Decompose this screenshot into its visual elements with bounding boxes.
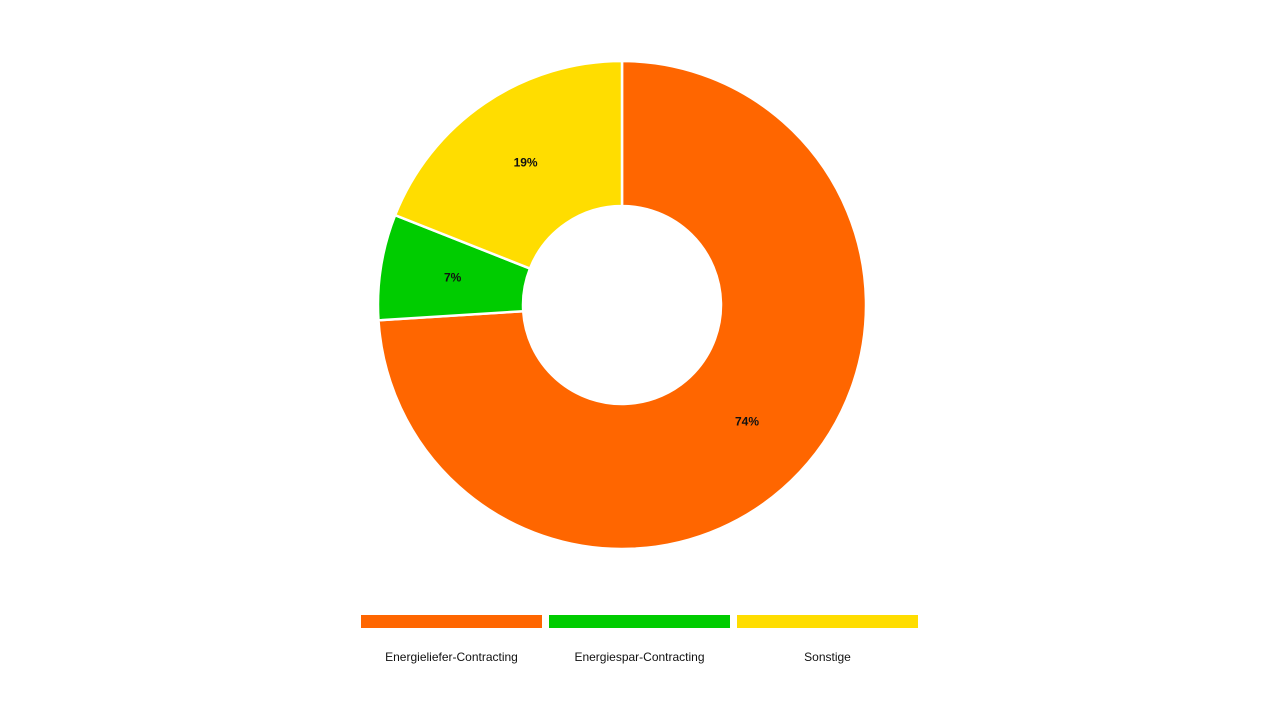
legend-swatch — [737, 615, 918, 628]
legend-swatch — [549, 615, 730, 628]
value-label: 7% — [444, 270, 462, 284]
legend-label: Energiespar-Contracting — [574, 650, 704, 664]
value-label: 19% — [514, 155, 538, 169]
legend-label: Energieliefer-Contracting — [385, 650, 518, 664]
legend-swatch — [361, 615, 542, 628]
legend-label: Sonstige — [804, 650, 851, 664]
donut-slice — [393, 59, 624, 271]
value-label: 74% — [735, 415, 759, 429]
donut-slice — [377, 59, 868, 551]
